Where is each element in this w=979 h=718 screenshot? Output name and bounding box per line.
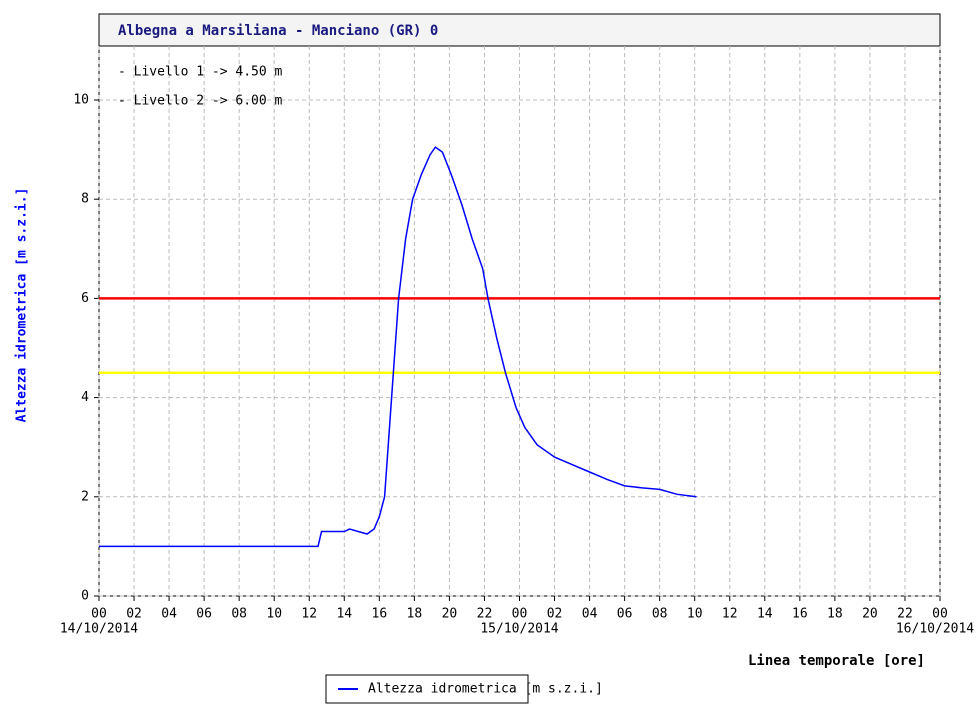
date-label: 16/10/2014 [896, 622, 974, 637]
x-tick-label: 16 [792, 607, 808, 622]
y-tick-label: 4 [81, 390, 89, 405]
y-tick-label: 8 [81, 192, 89, 207]
y-tick-label: 6 [81, 291, 89, 306]
x-tick-label: 22 [897, 607, 913, 622]
x-tick-label: 18 [407, 607, 423, 622]
x-tick-label: 00 [932, 607, 948, 622]
date-label: 14/10/2014 [60, 622, 138, 637]
x-tick-label: 02 [547, 607, 563, 622]
x-tick-label: 20 [862, 607, 878, 622]
y-tick-label: 2 [81, 489, 89, 504]
title-bar [98, 13, 941, 47]
x-tick-label: 14 [336, 607, 352, 622]
threshold-label: - Livello 2 -> 6.00 m [118, 94, 283, 109]
x-tick-label: 04 [161, 607, 177, 622]
x-axis-label: Linea temporale [ore] [748, 653, 925, 669]
legend-label: Altezza idrometrica [m s.z.i.] [368, 682, 603, 697]
x-tick-label: 18 [827, 607, 843, 622]
x-tick-label: 12 [301, 607, 317, 622]
chart-title: Albegna a Marsiliana - Manciano (GR) 0 [118, 23, 438, 39]
date-label: 15/10/2014 [480, 622, 558, 637]
x-tick-label: 14 [757, 607, 773, 622]
x-tick-label: 00 [512, 607, 528, 622]
x-tick-label: 22 [477, 607, 493, 622]
x-tick-label: 20 [442, 607, 458, 622]
threshold-label: - Livello 1 -> 4.50 m [118, 65, 283, 80]
y-tick-label: 10 [73, 93, 89, 108]
x-tick-label: 10 [266, 607, 282, 622]
x-tick-label: 10 [687, 607, 703, 622]
x-tick-label: 00 [91, 607, 107, 622]
data-line [99, 146, 697, 548]
x-tick-label: 06 [617, 607, 633, 622]
y-tick-label: 0 [81, 589, 89, 604]
y-axis-label: Altezza idrometrica [m s.z.i.] [15, 188, 30, 423]
x-tick-label: 02 [126, 607, 142, 622]
x-tick-label: 12 [722, 607, 738, 622]
x-tick-label: 16 [372, 607, 388, 622]
x-tick-label: 08 [652, 607, 668, 622]
x-tick-label: 06 [196, 607, 212, 622]
x-tick-label: 08 [231, 607, 247, 622]
x-tick-label: 04 [582, 607, 598, 622]
legend-box [325, 674, 529, 704]
